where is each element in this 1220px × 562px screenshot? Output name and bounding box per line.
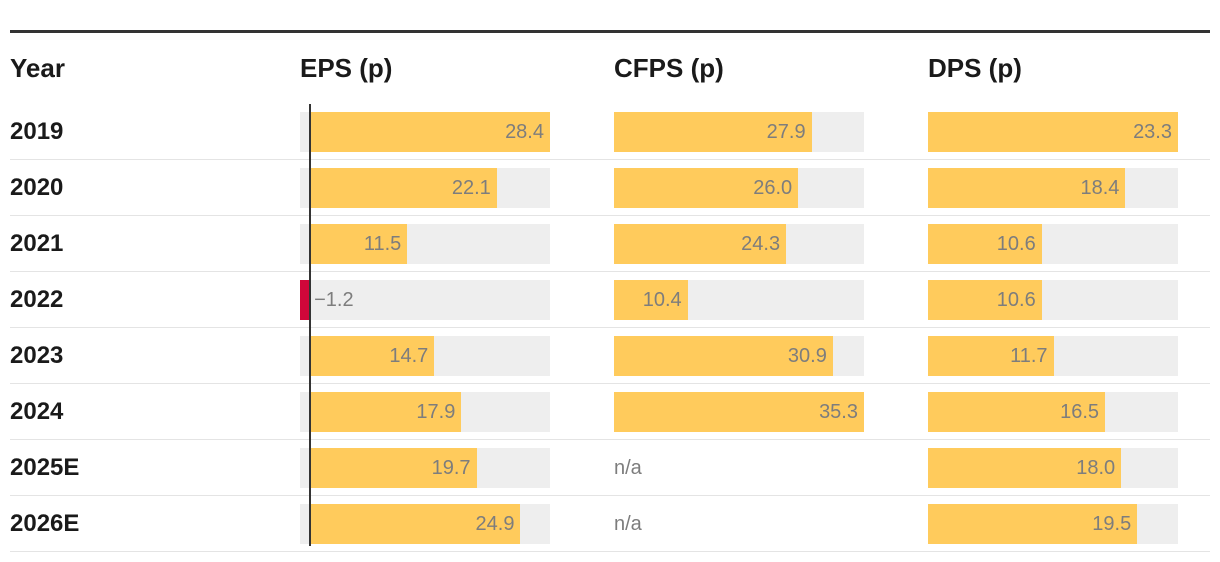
eps-bar (310, 448, 477, 488)
cfps-value-label: 27.9 (766, 121, 806, 143)
eps-bar (300, 280, 311, 320)
row-divider (10, 495, 1210, 496)
row-divider (10, 271, 1210, 272)
cfps-value-label: 26.0 (753, 177, 793, 199)
header-eps: EPS (p) (300, 53, 393, 83)
cfps-value-label: 30.9 (787, 345, 827, 367)
eps-value-label: 17.9 (416, 401, 456, 423)
dps-track: 18.4 (928, 168, 1178, 208)
dps-bar (928, 224, 1042, 264)
eps-bar (310, 336, 435, 376)
dps-value-label: 19.5 (1092, 513, 1132, 535)
year-label: 2026E (10, 510, 80, 537)
cfps-bar (614, 112, 812, 152)
dps-track: 18.0 (928, 448, 1178, 488)
year-label: 2019 (10, 118, 64, 145)
cfps-bar (614, 280, 688, 320)
cfps-bar (614, 168, 799, 208)
eps-value-label: 11.5 (363, 233, 402, 255)
cfps-value-label: 10.4 (642, 289, 682, 311)
cfps-value-label: 35.3 (819, 401, 858, 423)
cfps-value-label: 24.3 (741, 233, 781, 255)
cfps-track: 24.3 (614, 224, 864, 264)
dps-bar (928, 448, 1122, 488)
eps-track: 22.1 (300, 168, 550, 208)
year-label: 2022 (10, 286, 64, 313)
eps-bar (310, 168, 497, 208)
table-row: 2024 17.9 35.3 16.5 (10, 384, 1210, 440)
dps-value-label: 18.0 (1076, 457, 1116, 479)
eps-bar (310, 224, 408, 264)
dps-value-label: 23.3 (1133, 121, 1172, 143)
eps-value-label: 14.7 (389, 345, 429, 367)
table-row: 2020 22.1 26.0 18.4 (10, 160, 1210, 216)
eps-track: 17.9 (300, 392, 550, 432)
table-row: 2022 −1.2 10.4 10.6 (10, 272, 1210, 328)
year-label: 2025E (10, 454, 80, 481)
eps-value-label: 19.7 (431, 457, 471, 479)
cfps-track: 10.4 (614, 280, 864, 320)
dps-track: 23.3 (928, 112, 1178, 152)
table-row: 2021 11.5 24.3 10.6 (10, 216, 1210, 272)
dps-track: 19.5 (928, 504, 1178, 544)
header-dps: DPS (p) (928, 53, 1022, 83)
top-rule (10, 30, 1210, 33)
header-cfps: CFPS (p) (614, 53, 724, 83)
dps-track: 11.7 (928, 336, 1178, 376)
eps-track: 11.5 (300, 224, 550, 264)
row-divider (10, 159, 1210, 160)
dps-value-label: 10.6 (996, 233, 1036, 255)
year-label: 2021 (10, 230, 64, 257)
eps-zero-baseline (309, 104, 312, 546)
table-row: 2026E 24.9 n/a 19.5 (10, 496, 1210, 552)
year-label: 2024 (10, 398, 64, 425)
year-label: 2020 (10, 174, 64, 201)
row-divider (10, 439, 1210, 440)
eps-track: 19.7 (300, 448, 550, 488)
dps-bar (928, 336, 1054, 376)
cfps-bar (614, 392, 864, 432)
eps-value-label: −1.2 (314, 289, 354, 311)
dps-track: 10.6 (928, 224, 1178, 264)
year-label: 2023 (10, 342, 64, 369)
table-row: 2025E 19.7 n/a 18.0 (10, 440, 1210, 496)
cfps-bar (614, 336, 833, 376)
dps-bar (928, 392, 1106, 432)
dps-value-label: 18.4 (1080, 177, 1120, 199)
eps-value-label: 22.1 (451, 177, 491, 199)
row-divider (10, 215, 1210, 216)
cfps-bar (614, 224, 787, 264)
dps-bar (928, 280, 1042, 320)
row-divider (10, 327, 1210, 328)
eps-track: −1.2 (300, 280, 550, 320)
dps-track: 16.5 (928, 392, 1178, 432)
header-year: Year (10, 53, 65, 83)
dps-bar (928, 504, 1138, 544)
dps-bar (928, 112, 1178, 152)
table-row: 2023 14.7 30.9 11.7 (10, 328, 1210, 384)
cfps-track: 35.3 (614, 392, 864, 432)
eps-track: 14.7 (300, 336, 550, 376)
dps-value-label: 16.5 (1060, 401, 1100, 423)
eps-track: 28.4 (300, 112, 550, 152)
eps-bar (310, 112, 550, 152)
eps-track: 24.9 (300, 504, 550, 544)
cfps-value-label: n/a (614, 457, 642, 479)
cfps-track: 27.9 (614, 112, 864, 152)
eps-bar (310, 504, 521, 544)
cfps-value-label: n/a (614, 513, 642, 535)
table-row: 2019 28.4 27.9 23.3 (10, 104, 1210, 160)
eps-bar (310, 392, 462, 432)
dps-value-label: 11.7 (1010, 345, 1048, 367)
eps-value-label: 24.9 (475, 513, 515, 535)
dps-bar (928, 168, 1126, 208)
dps-track: 10.6 (928, 280, 1178, 320)
dps-value-label: 10.6 (996, 289, 1036, 311)
eps-value-label: 28.4 (505, 121, 544, 143)
cfps-track: 26.0 (614, 168, 864, 208)
row-divider (10, 551, 1210, 552)
cfps-track: 30.9 (614, 336, 864, 376)
row-divider (10, 383, 1210, 384)
